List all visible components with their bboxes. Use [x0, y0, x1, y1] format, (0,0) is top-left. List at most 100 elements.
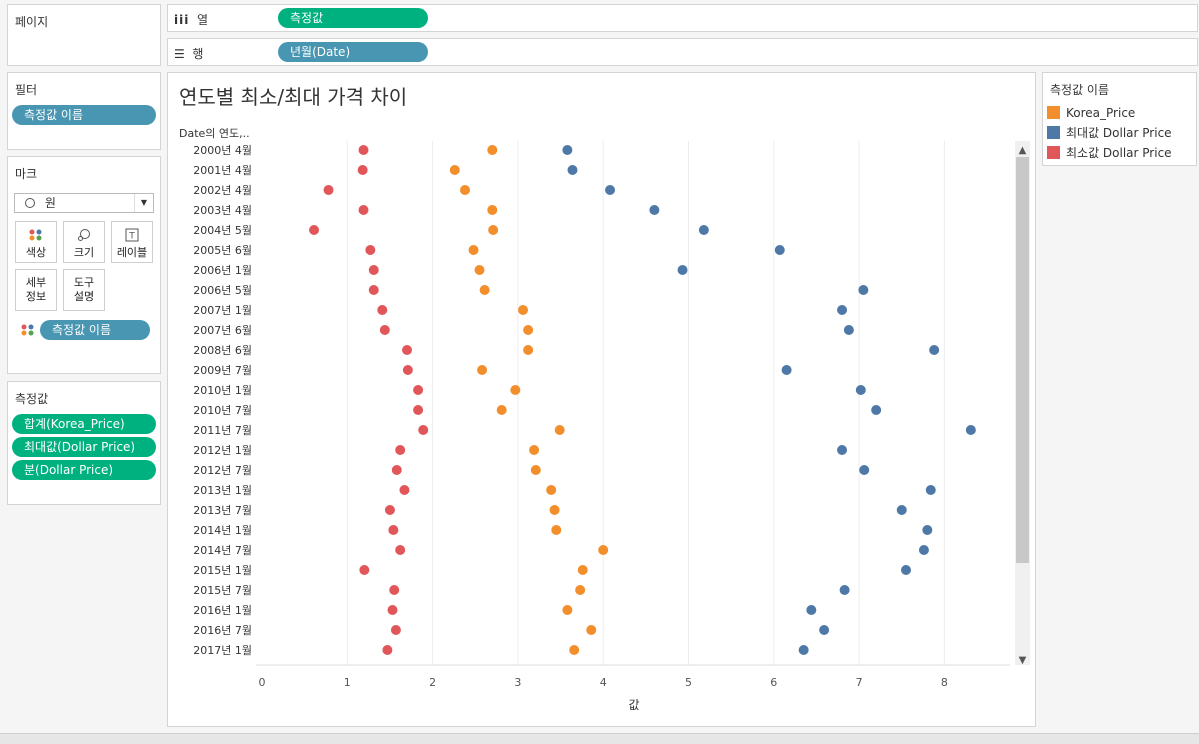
data-point[interactable] [896, 505, 907, 515]
data-point[interactable] [510, 385, 521, 395]
data-point[interactable] [649, 205, 660, 215]
data-point[interactable] [859, 465, 870, 475]
data-point[interactable] [488, 225, 499, 235]
data-point[interactable] [460, 185, 471, 195]
data-point[interactable] [402, 365, 413, 375]
data-point[interactable] [323, 185, 334, 195]
data-point[interactable] [357, 165, 368, 175]
rows-pill[interactable]: 년월(Date) [278, 42, 428, 62]
data-point[interactable] [551, 525, 562, 535]
data-point[interactable] [843, 325, 854, 335]
data-point[interactable] [388, 525, 399, 535]
sheet-tab-bar[interactable] [0, 733, 1199, 744]
tooltip-button[interactable]: 도구 설명 [63, 269, 105, 311]
data-point[interactable] [523, 345, 534, 355]
data-point[interactable] [837, 305, 848, 315]
data-point[interactable] [918, 545, 929, 555]
data-point[interactable] [586, 625, 597, 635]
data-point[interactable] [598, 545, 609, 555]
data-point[interactable] [496, 405, 507, 415]
data-point[interactable] [806, 605, 817, 615]
columns-pill[interactable]: 측정값 [278, 8, 428, 28]
data-point[interactable] [562, 605, 573, 615]
measure-pill[interactable]: 합계(Korea_Price) [12, 414, 156, 434]
data-point[interactable] [925, 485, 936, 495]
data-point[interactable] [819, 625, 830, 635]
data-point[interactable] [922, 525, 933, 535]
data-point[interactable] [390, 625, 401, 635]
detail-button[interactable]: 세부 정보 [15, 269, 57, 311]
data-point[interactable] [774, 245, 785, 255]
data-point[interactable] [309, 225, 320, 235]
data-point[interactable] [368, 285, 379, 295]
data-point[interactable] [389, 585, 400, 595]
data-point[interactable] [837, 445, 848, 455]
data-point[interactable] [569, 645, 580, 655]
rows-shelf[interactable]: ☰ 행 년월(Date) [167, 38, 1198, 66]
legend-item[interactable]: Korea_Price [1047, 104, 1135, 122]
data-point[interactable] [839, 585, 850, 595]
mark-type-select[interactable]: 원 ▼ [14, 193, 154, 213]
color-field-pill[interactable]: 측정값 이름 [40, 320, 150, 340]
data-point[interactable] [901, 565, 912, 575]
legend-item[interactable]: 최대값 Dollar Price [1047, 124, 1172, 142]
data-point[interactable] [399, 485, 410, 495]
data-point[interactable] [546, 485, 557, 495]
data-point[interactable] [479, 285, 490, 295]
filter-pill[interactable]: 측정값 이름 [12, 105, 156, 125]
data-point[interactable] [523, 325, 534, 335]
data-point[interactable] [529, 445, 540, 455]
data-point[interactable] [577, 565, 588, 575]
data-point[interactable] [387, 605, 398, 615]
measure-pill[interactable]: 최대값(Dollar Price) [12, 437, 156, 457]
color-button[interactable]: 색상 [15, 221, 57, 263]
scroll-up-icon[interactable]: ▲ [1019, 145, 1027, 156]
data-point[interactable] [965, 425, 976, 435]
data-point[interactable] [858, 285, 869, 295]
scrollbar-thumb[interactable] [1016, 157, 1029, 563]
scroll-down-icon[interactable]: ▼ [1019, 655, 1027, 666]
data-point[interactable] [359, 565, 370, 575]
data-point[interactable] [379, 325, 390, 335]
data-point[interactable] [395, 545, 406, 555]
data-point[interactable] [487, 145, 498, 155]
data-point[interactable] [365, 245, 376, 255]
measure-pill[interactable]: 분(Dollar Price) [12, 460, 156, 480]
data-point[interactable] [413, 385, 424, 395]
data-point[interactable] [418, 425, 429, 435]
data-point[interactable] [855, 385, 866, 395]
data-point[interactable] [562, 145, 573, 155]
data-point[interactable] [530, 465, 541, 475]
data-point[interactable] [368, 265, 379, 275]
data-point[interactable] [487, 205, 498, 215]
data-point[interactable] [575, 585, 586, 595]
data-point[interactable] [605, 185, 616, 195]
legend-item[interactable]: 최소값 Dollar Price [1047, 144, 1172, 162]
data-point[interactable] [382, 645, 393, 655]
data-point[interactable] [929, 345, 940, 355]
data-point[interactable] [377, 305, 388, 315]
data-point[interactable] [395, 445, 406, 455]
data-point[interactable] [474, 265, 485, 275]
data-point[interactable] [677, 265, 688, 275]
data-point[interactable] [384, 505, 395, 515]
size-button[interactable]: 크기 [63, 221, 105, 263]
data-point[interactable] [518, 305, 529, 315]
data-point[interactable] [468, 245, 479, 255]
data-point[interactable] [477, 365, 488, 375]
data-point[interactable] [871, 405, 882, 415]
data-point[interactable] [449, 165, 460, 175]
data-point[interactable] [798, 645, 809, 655]
data-point[interactable] [554, 425, 565, 435]
data-point[interactable] [549, 505, 560, 515]
data-point[interactable] [358, 205, 369, 215]
data-point[interactable] [698, 225, 709, 235]
data-point[interactable] [358, 145, 369, 155]
label-button[interactable]: T 레이블 [111, 221, 153, 263]
data-point[interactable] [567, 165, 578, 175]
data-point[interactable] [391, 465, 402, 475]
data-point[interactable] [781, 365, 792, 375]
columns-shelf[interactable]: iii 열 측정값 [167, 4, 1198, 32]
data-point[interactable] [413, 405, 424, 415]
data-point[interactable] [402, 345, 413, 355]
